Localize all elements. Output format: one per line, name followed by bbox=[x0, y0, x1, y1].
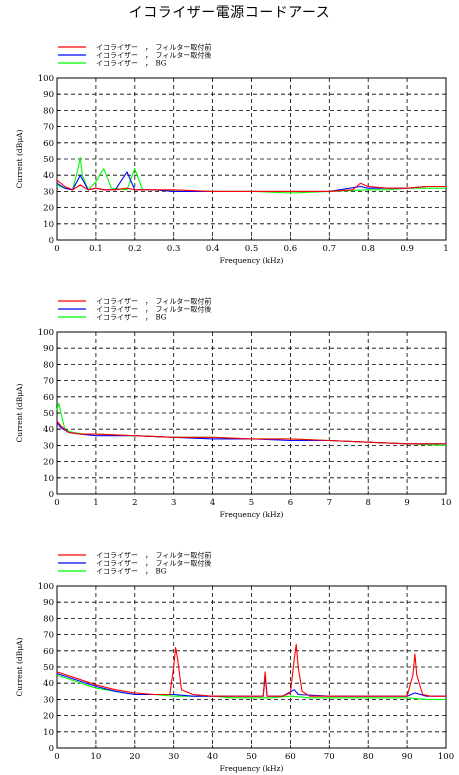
x-tick-label: 1 bbox=[93, 498, 98, 508]
y-tick-label: 100 bbox=[38, 582, 54, 592]
x-tick-label: 60 bbox=[285, 752, 296, 762]
x-tick-label: 80 bbox=[363, 752, 374, 762]
x-axis-label: Frequency (kHz) bbox=[220, 764, 284, 773]
y-tick-label: 20 bbox=[43, 204, 54, 214]
x-tick-label: 0.7 bbox=[323, 244, 337, 254]
y-tick-label: 10 bbox=[43, 728, 54, 738]
legend-label-1: イコライザー ， フィルター取付後 bbox=[96, 559, 211, 568]
y-tick-label: 80 bbox=[43, 614, 54, 624]
legend-label-0: イコライザー ， フィルター取付前 bbox=[96, 551, 211, 560]
y-tick-label: 30 bbox=[43, 695, 54, 705]
y-tick-label: 20 bbox=[43, 458, 54, 468]
page-title: イコライザー電源コードアース bbox=[128, 5, 331, 21]
x-tick-label: 0.6 bbox=[284, 244, 298, 254]
series-line-0 bbox=[56, 420, 446, 445]
y-axis-label: Current (dBμA) bbox=[15, 638, 24, 697]
x-tick-label: 6 bbox=[288, 498, 293, 508]
x-tick-label: 0.2 bbox=[128, 244, 142, 254]
y-tick-label: 90 bbox=[43, 90, 54, 100]
series-line-0 bbox=[56, 179, 446, 192]
y-tick-label: 0 bbox=[49, 744, 54, 754]
legend-label-1: イコライザー ， フィルター取付後 bbox=[96, 51, 211, 60]
legend-label-2: イコライザー ， BG bbox=[96, 314, 167, 322]
x-tick-label: 10 bbox=[90, 752, 101, 762]
plot-area: 0 0.1 0.2 0.3 0.4 0.5 0.6 0.7 0.8 0.9 101020304050… bbox=[38, 74, 449, 254]
legend-label-2: イコライザー ， BG bbox=[96, 60, 167, 68]
y-tick-label: 90 bbox=[43, 344, 54, 354]
y-tick-label: 80 bbox=[43, 360, 54, 370]
y-tick-label: 60 bbox=[43, 647, 54, 657]
x-tick-label: 0.4 bbox=[206, 244, 220, 254]
x-tick-label: 2 bbox=[132, 498, 137, 508]
x-tick-label: 100 bbox=[438, 752, 454, 762]
x-tick-label: 30 bbox=[168, 752, 179, 762]
x-tick-label: 70 bbox=[324, 752, 335, 762]
y-tick-label: 10 bbox=[43, 474, 54, 484]
x-axis-label: Frequency (kHz) bbox=[220, 256, 284, 265]
x-tick-label: 90 bbox=[402, 752, 413, 762]
plot-area: 0 10 20 30 40 50 60 70 80 90 100 0 10 20 30 40 50 60 70 80 9… bbox=[38, 582, 454, 762]
y-tick-label: 80 bbox=[43, 106, 54, 116]
x-tick-label: 9 bbox=[404, 498, 409, 508]
y-tick-label: 0 bbox=[49, 490, 54, 500]
x-tick-label: 0 bbox=[54, 244, 59, 254]
series-line-0 bbox=[56, 643, 446, 697]
x-tick-label: 1 bbox=[443, 244, 448, 254]
x-tick-label: 10 bbox=[441, 498, 452, 508]
x-tick-label: 20 bbox=[129, 752, 140, 762]
series-line-1 bbox=[56, 171, 446, 192]
x-tick-label: 0.1 bbox=[89, 244, 103, 254]
x-tick-label: 5 bbox=[249, 498, 254, 508]
y-tick-label: 30 bbox=[43, 187, 54, 197]
y-tick-label: 100 bbox=[38, 328, 54, 338]
legend-label-0: イコライザー ， フィルター取付前 bbox=[96, 43, 211, 52]
legend-label-1: イコライザー ， フィルター取付後 bbox=[96, 305, 211, 314]
x-tick-label: 0 bbox=[54, 498, 59, 508]
x-tick-label: 0.8 bbox=[361, 244, 375, 254]
y-tick-label: 60 bbox=[43, 393, 54, 403]
y-tick-label: 20 bbox=[43, 712, 54, 722]
y-tick-label: 70 bbox=[43, 631, 54, 641]
x-tick-label: 0.5 bbox=[245, 244, 259, 254]
y-axis-label: Current (dBμA) bbox=[15, 130, 24, 189]
x-tick-label: 8 bbox=[365, 498, 370, 508]
y-tick-label: 40 bbox=[43, 171, 54, 181]
y-tick-label: 60 bbox=[43, 139, 54, 149]
y-axis-label: Current (dBμA) bbox=[15, 384, 24, 443]
y-tick-label: 50 bbox=[43, 409, 54, 419]
legend-label-2: イコライザー ， BG bbox=[96, 568, 167, 576]
x-tick-label: 0.3 bbox=[167, 244, 181, 254]
series-line-2 bbox=[56, 156, 446, 194]
y-tick-label: 40 bbox=[43, 425, 54, 435]
x-tick-label: 7 bbox=[327, 498, 332, 508]
x-tick-label: 4 bbox=[210, 498, 215, 508]
y-tick-label: 30 bbox=[43, 441, 54, 451]
x-tick-label: 0 bbox=[54, 752, 59, 762]
y-tick-label: 0 bbox=[49, 236, 54, 246]
x-tick-label: 50 bbox=[246, 752, 257, 762]
y-tick-label: 70 bbox=[43, 377, 54, 387]
y-tick-label: 100 bbox=[38, 74, 54, 84]
y-tick-label: 10 bbox=[43, 220, 54, 230]
y-tick-label: 90 bbox=[43, 598, 54, 608]
legend-label-0: イコライザー ， フィルター取付前 bbox=[96, 297, 211, 306]
x-tick-label: 0.9 bbox=[400, 244, 414, 254]
y-tick-label: 50 bbox=[43, 155, 54, 165]
x-tick-label: 40 bbox=[207, 752, 218, 762]
x-axis-label: Frequency (kHz) bbox=[220, 510, 284, 519]
y-tick-label: 50 bbox=[43, 663, 54, 673]
y-tick-label: 70 bbox=[43, 123, 54, 133]
y-tick-label: 40 bbox=[43, 679, 54, 689]
x-tick-label: 3 bbox=[171, 498, 176, 508]
